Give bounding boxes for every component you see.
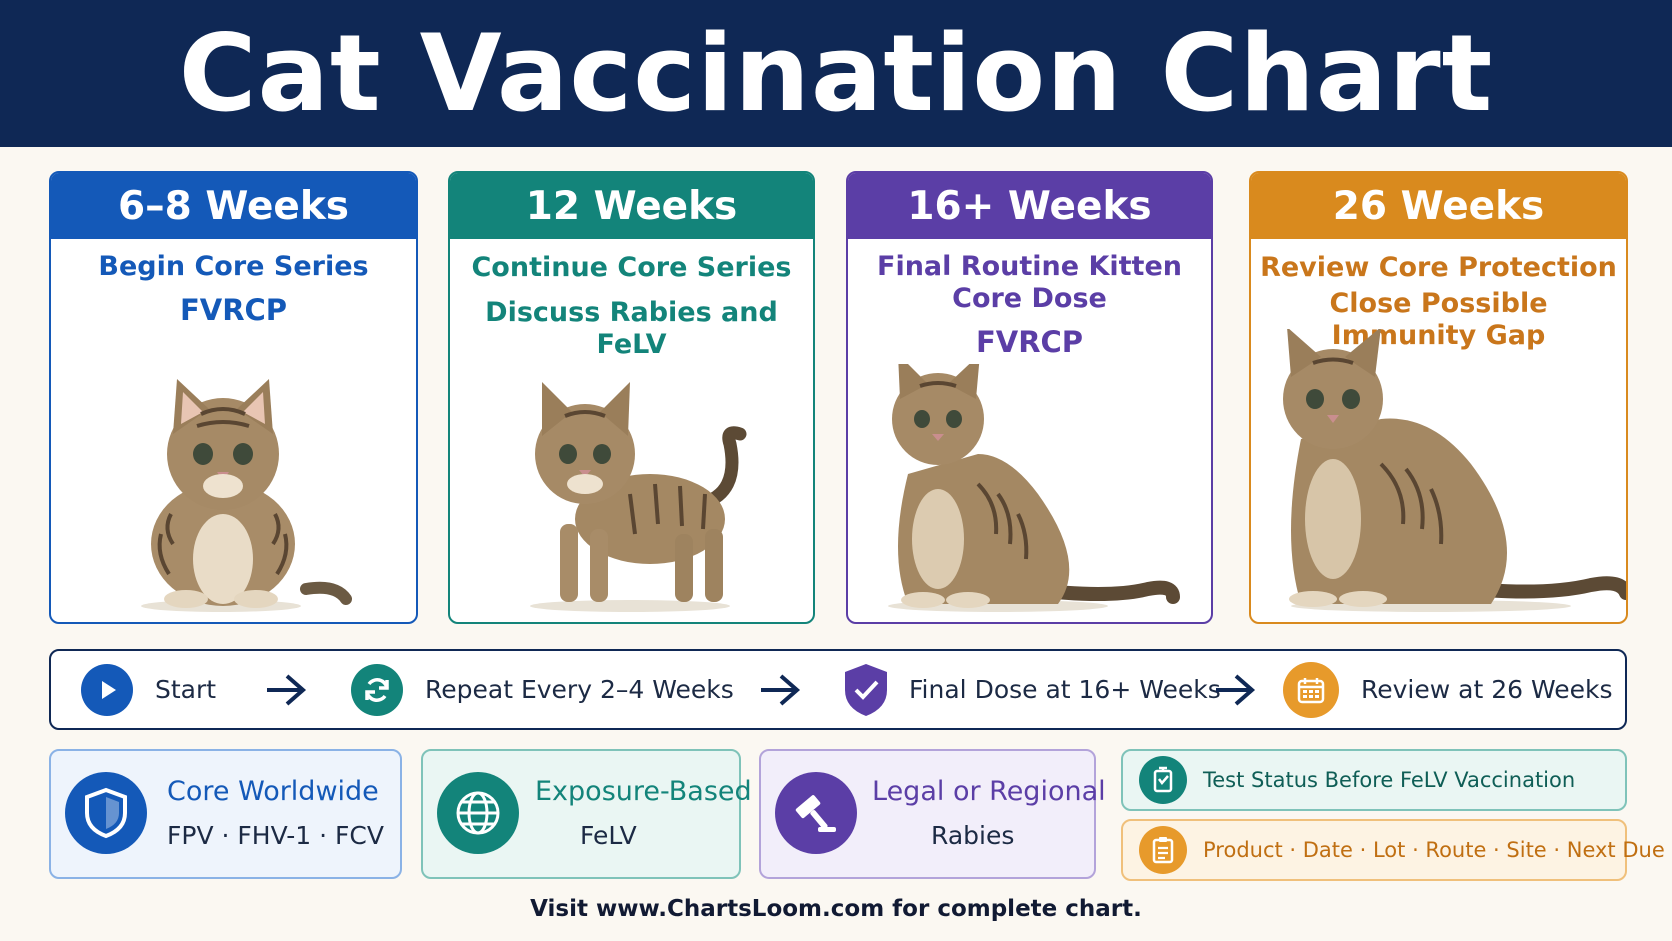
stage-line: Continue Core Series <box>471 252 792 283</box>
kitten-image <box>530 382 747 612</box>
stage-card-6-8-weeks: 6–8 Weeks Begin Core Series FVRCP <box>49 171 418 624</box>
category-detail: FeLV <box>580 821 637 850</box>
note-record-details: Product · Date · Lot · Route · Site · Ne… <box>1121 819 1665 881</box>
stage-line: Close Possible <box>1329 288 1548 319</box>
shield-icon <box>65 772 147 854</box>
category-title: Core Worldwide <box>167 776 379 807</box>
play-icon <box>81 663 133 716</box>
category-legal: Legal or Regional Rabies <box>759 749 1106 879</box>
flow-step-final-dose: Final Dose at 16+ Weeks <box>841 651 1221 728</box>
cat-image <box>1283 329 1626 612</box>
stage-line: Discuss Rabies and FeLV <box>485 297 778 360</box>
stage-heading: 16+ Weeks <box>848 173 1211 239</box>
flow-step-label: Start <box>155 675 217 704</box>
stage-line: FVRCP <box>975 325 1084 359</box>
refresh-icon <box>351 663 403 716</box>
note-felv-test: Test Status Before FeLV Vaccination <box>1121 749 1627 811</box>
stage-line: Begin Core Series <box>98 251 369 282</box>
kitten-image <box>888 364 1180 612</box>
stage-line: FVRCP <box>179 293 288 327</box>
category-detail: Rabies <box>931 821 1015 850</box>
flow-step-label: Repeat Every 2–4 Weeks <box>425 675 734 704</box>
category-title: Legal or Regional <box>872 776 1106 807</box>
arrow-right-icon <box>1216 674 1256 706</box>
clipboard-icon <box>1139 826 1187 874</box>
flow-step-review: Review at 26 Weeks <box>1283 651 1613 728</box>
stage-line: Final Routine Kitten <box>877 251 1182 282</box>
globe-icon <box>437 772 519 854</box>
stage-card-26-weeks: 26 Weeks Review Core Protection Close Po… <box>1249 171 1628 624</box>
stage-heading: 26 Weeks <box>1251 173 1626 239</box>
arrow-right-icon <box>761 674 801 706</box>
page-title: Cat Vaccination Chart <box>178 11 1494 135</box>
stage-line: Core Dose <box>952 283 1107 314</box>
kitten-image <box>141 379 352 612</box>
gavel-icon <box>775 772 857 854</box>
category-detail: FPV · FHV-1 · FCV <box>167 821 384 850</box>
category-exposure: Exposure-Based FeLV <box>421 749 752 879</box>
category-core: Core Worldwide FPV · FHV-1 · FCV <box>49 749 402 879</box>
category-title: Exposure-Based <box>535 776 752 807</box>
flow-step-label: Final Dose at 16+ Weeks <box>909 675 1221 704</box>
flow-step-label: Review at 26 Weeks <box>1361 675 1613 704</box>
flow-step-repeat: Repeat Every 2–4 Weeks <box>351 651 734 728</box>
footer-text: Visit www.ChartsLoom.com for complete ch… <box>530 896 1142 922</box>
note-text: Product · Date · Lot · Route · Site · Ne… <box>1203 838 1665 862</box>
stage-card-16-weeks: 16+ Weeks Final Routine Kitten Core Dose… <box>846 171 1213 624</box>
calendar-icon <box>1283 661 1339 718</box>
note-text: Test Status Before FeLV Vaccination <box>1203 768 1576 792</box>
shield-check-icon <box>845 663 887 716</box>
stage-card-12-weeks: 12 Weeks Continue Core Series Discuss Ra… <box>448 171 815 624</box>
vaccine-icon <box>1139 756 1187 804</box>
stage-line: Review Core Protection <box>1260 252 1617 283</box>
stage-heading: 6–8 Weeks <box>51 173 416 239</box>
flow-step-start: Start <box>81 651 216 728</box>
title-banner: Cat Vaccination Chart <box>0 0 1672 147</box>
stage-heading: 12 Weeks <box>450 173 813 239</box>
schedule-flow-bar: Start Repeat Every 2–4 Weeks Final Dose … <box>49 649 1627 730</box>
arrow-right-icon <box>267 674 307 706</box>
